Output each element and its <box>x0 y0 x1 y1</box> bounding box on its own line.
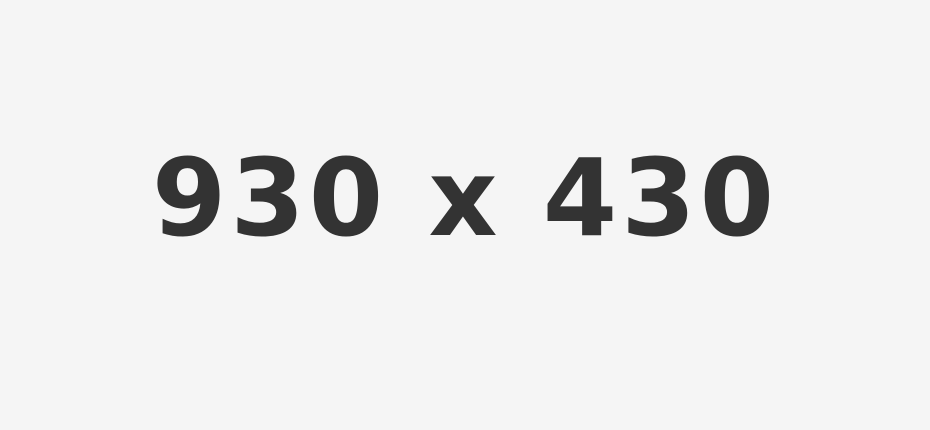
placeholder-dimensions-text: 930 x 430 <box>151 136 779 261</box>
